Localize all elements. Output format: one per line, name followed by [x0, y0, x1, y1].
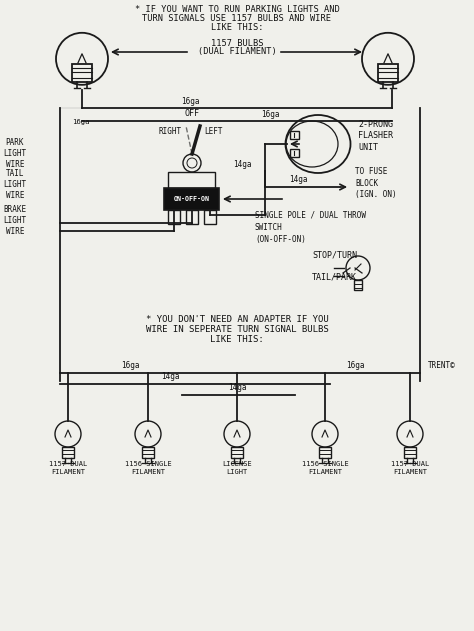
Text: 1156 SINGLE
FILAMENT: 1156 SINGLE FILAMENT — [125, 461, 172, 475]
Text: LEFT: LEFT — [205, 127, 223, 136]
Text: 1157 DUAL
FILAMENT: 1157 DUAL FILAMENT — [49, 461, 87, 475]
Text: STOP/TURN: STOP/TURN — [312, 250, 357, 259]
Bar — [290, 131, 299, 139]
Text: BRAKE
LIGHT
WIRE: BRAKE LIGHT WIRE — [3, 205, 27, 236]
Text: TRENT©: TRENT© — [428, 361, 456, 370]
Text: 1157 BULBS: 1157 BULBS — [211, 39, 263, 48]
Bar — [168, 210, 180, 224]
Text: ON-OFF-ON: ON-OFF-ON — [174, 196, 210, 202]
Text: 14ga: 14ga — [228, 383, 246, 392]
Text: 16ga: 16ga — [72, 119, 90, 125]
Text: 2-PRONG
FLASHER
UNIT: 2-PRONG FLASHER UNIT — [358, 121, 393, 151]
Text: TAIL/PARK: TAIL/PARK — [312, 272, 357, 281]
Text: TAIL
LIGHT
WIRE: TAIL LIGHT WIRE — [3, 169, 27, 200]
Text: PARK
LIGHT
WIRE: PARK LIGHT WIRE — [3, 138, 27, 169]
Text: 1156 SINGLE
FILAMENT: 1156 SINGLE FILAMENT — [301, 461, 348, 475]
Bar — [354, 280, 362, 290]
Text: LIKE THIS:: LIKE THIS: — [211, 23, 263, 32]
Text: 16ga: 16ga — [121, 361, 139, 370]
Text: TO FUSE
BLOCK
(IGN. ON): TO FUSE BLOCK (IGN. ON) — [355, 167, 397, 199]
Text: LIKE THIS:: LIKE THIS: — [210, 335, 264, 344]
Text: 16ga: 16ga — [181, 97, 199, 106]
Bar — [143, 447, 154, 458]
Bar — [404, 447, 416, 458]
Text: 14ga: 14ga — [161, 372, 179, 381]
Bar — [290, 149, 299, 157]
Bar — [186, 210, 198, 224]
Text: OFF: OFF — [184, 109, 200, 118]
Text: RIGHT: RIGHT — [158, 127, 182, 136]
Bar — [164, 188, 219, 210]
Text: LICENSE
LIGHT: LICENSE LIGHT — [222, 461, 252, 475]
Bar — [319, 447, 330, 458]
Text: 1157 DUAL
FILAMENT: 1157 DUAL FILAMENT — [391, 461, 429, 475]
Text: 16ga: 16ga — [261, 110, 279, 119]
Bar — [231, 447, 243, 458]
Text: 14ga: 14ga — [234, 160, 252, 169]
Text: SINGLE POLE / DUAL THROW
SWITCH
(ON-OFF-ON): SINGLE POLE / DUAL THROW SWITCH (ON-OFF-… — [255, 211, 366, 244]
Bar — [378, 64, 398, 82]
Text: TURN SIGNALS USE 1157 BULBS AND WIRE: TURN SIGNALS USE 1157 BULBS AND WIRE — [143, 14, 331, 23]
Text: 16ga: 16ga — [346, 361, 364, 370]
Bar — [204, 210, 216, 224]
Text: 14ga: 14ga — [289, 175, 307, 184]
Text: * IF YOU WANT TO RUN PARKING LIGHTS AND: * IF YOU WANT TO RUN PARKING LIGHTS AND — [135, 5, 339, 14]
Text: WIRE IN SEPERATE TURN SIGNAL BULBS: WIRE IN SEPERATE TURN SIGNAL BULBS — [146, 325, 328, 334]
Bar — [63, 447, 73, 458]
Text: * YOU DON'T NEED AN ADAPTER IF YOU: * YOU DON'T NEED AN ADAPTER IF YOU — [146, 315, 328, 324]
Text: (DUAL FILAMENT): (DUAL FILAMENT) — [198, 47, 276, 56]
Bar — [72, 64, 92, 82]
Bar — [168, 172, 216, 188]
